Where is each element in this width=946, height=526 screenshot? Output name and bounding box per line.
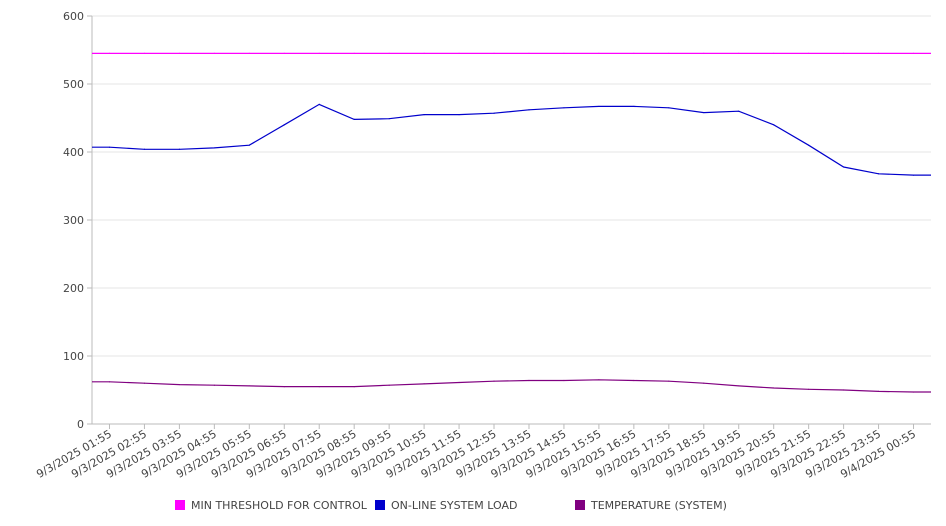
series-0-point-21	[843, 52, 845, 55]
series-0-point-23	[912, 52, 915, 55]
series-0-point-10	[458, 52, 460, 55]
legend-swatch-min-threshold	[175, 500, 185, 510]
series-2-point-8	[388, 384, 390, 386]
grid-lines	[92, 15, 931, 357]
series-1-point-16	[668, 107, 670, 109]
y-tick-label-100: 100	[63, 350, 84, 363]
legend-item-temperature[interactable]: TEMPERATURE (SYSTEM)	[575, 498, 727, 512]
series-1-point-5	[283, 124, 285, 126]
series-2-point-14	[598, 379, 600, 381]
series-2-point-12	[528, 379, 530, 382]
series-1-point-20	[808, 144, 810, 146]
legend-label-online-system-load: ON-LINE SYSTEM LOAD	[391, 498, 518, 512]
series-2-point-1	[143, 382, 146, 384]
series-0-point-15	[633, 52, 635, 55]
series-2-point-13	[563, 379, 565, 382]
series-0-point-2	[178, 52, 180, 55]
series-1-point-11	[493, 112, 495, 114]
series-0-point-17	[703, 52, 705, 55]
series-1-point-7	[353, 118, 355, 120]
series-0-point-14	[598, 52, 600, 55]
y-tick-label-300: 300	[63, 214, 84, 227]
x-tick-labels: 9/3/2025 01:559/3/2025 02:559/3/2025 03:…	[34, 427, 918, 481]
series-0-point-19	[773, 52, 775, 55]
series-2-point-3	[213, 384, 215, 386]
series-1-point-0	[108, 146, 111, 148]
series-0-point-13	[563, 52, 565, 55]
series-1-point-6	[318, 103, 320, 105]
series-2-point-22	[877, 390, 880, 392]
series-1-point-10	[458, 114, 460, 116]
series-1-point-4	[248, 144, 250, 146]
series-1-point-14	[598, 105, 600, 108]
series-1-point-12	[528, 109, 530, 111]
series-0-point-9	[423, 52, 425, 55]
legend-label-temperature: TEMPERATURE (SYSTEM)	[591, 498, 727, 512]
series-0-point-6	[318, 52, 320, 55]
series-0-point-5	[283, 52, 285, 55]
series-2-point-6	[318, 386, 320, 388]
series-0-point-0	[108, 52, 111, 55]
series-2-point-23	[912, 391, 915, 393]
series-1-point-8	[388, 118, 390, 120]
axes	[87, 15, 931, 429]
series-1-point-13	[563, 107, 565, 109]
series-1-point-1	[143, 148, 146, 150]
y-tick-labels: 0 100 200 300 400 500 600	[63, 10, 84, 431]
series-0-point-1	[143, 52, 146, 55]
y-tick-label-200: 200	[63, 282, 84, 295]
series-2-point-11	[493, 380, 495, 382]
legend-swatch-temperature	[575, 500, 585, 510]
series-0-point-11	[493, 52, 495, 55]
series-2-point-0	[108, 381, 111, 383]
series-0-point-20	[808, 52, 810, 55]
series-1-point-2	[178, 148, 180, 150]
series-0-point-22	[877, 52, 880, 55]
series-2-point-2	[178, 383, 180, 386]
series-0-point-16	[668, 52, 670, 55]
series-2-point-20	[808, 388, 810, 390]
series-0-point-4	[248, 52, 250, 55]
series-line-1	[92, 103, 931, 176]
series-2-point-7	[353, 386, 355, 388]
series-0-point-3	[213, 52, 215, 55]
legend-label-min-threshold: MIN THRESHOLD FOR CONTROL	[191, 498, 367, 512]
series-2-point-10	[458, 381, 460, 384]
series-1-point-21	[843, 166, 845, 168]
series-2-point-16	[668, 380, 670, 382]
series-2-point-19	[773, 387, 775, 389]
series-1-point-18	[738, 110, 740, 112]
y-tick-label-500: 500	[63, 78, 84, 91]
legend-item-online-system-load[interactable]: ON-LINE SYSTEM LOAD	[375, 498, 517, 512]
series-0-point-7	[353, 52, 355, 55]
series-line-2	[92, 379, 931, 393]
series-2-point-18	[738, 385, 740, 387]
y-tick-label-600: 600	[63, 10, 84, 23]
series-2-point-15	[633, 379, 635, 382]
series-2-point-9	[423, 383, 425, 385]
series-2-point-17	[703, 382, 705, 384]
series-2-point-21	[843, 389, 845, 391]
series-1-point-17	[703, 111, 705, 114]
series-0-point-8	[388, 52, 390, 55]
y-tick-label-400: 400	[63, 146, 84, 159]
legend-item-min-threshold[interactable]: MIN THRESHOLD FOR CONTROL	[175, 498, 367, 512]
series-2-point-4	[248, 385, 250, 387]
y-tick-label-0: 0	[77, 418, 84, 431]
series-2-point-5	[283, 386, 285, 388]
series-1-point-23	[912, 174, 915, 176]
series-0-point-12	[528, 52, 530, 55]
series-0-point-18	[738, 52, 740, 55]
series-1-point-22	[877, 173, 880, 175]
series-1-point-15	[633, 105, 635, 108]
series-lines	[92, 52, 931, 393]
legend-swatch-online-system-load	[375, 500, 385, 510]
series-1-point-9	[423, 114, 425, 116]
chart-legend: MIN THRESHOLD FOR CONTROL ON-LINE SYSTEM…	[0, 498, 946, 514]
series-1-point-3	[213, 147, 215, 149]
series-1-point-19	[773, 124, 775, 126]
